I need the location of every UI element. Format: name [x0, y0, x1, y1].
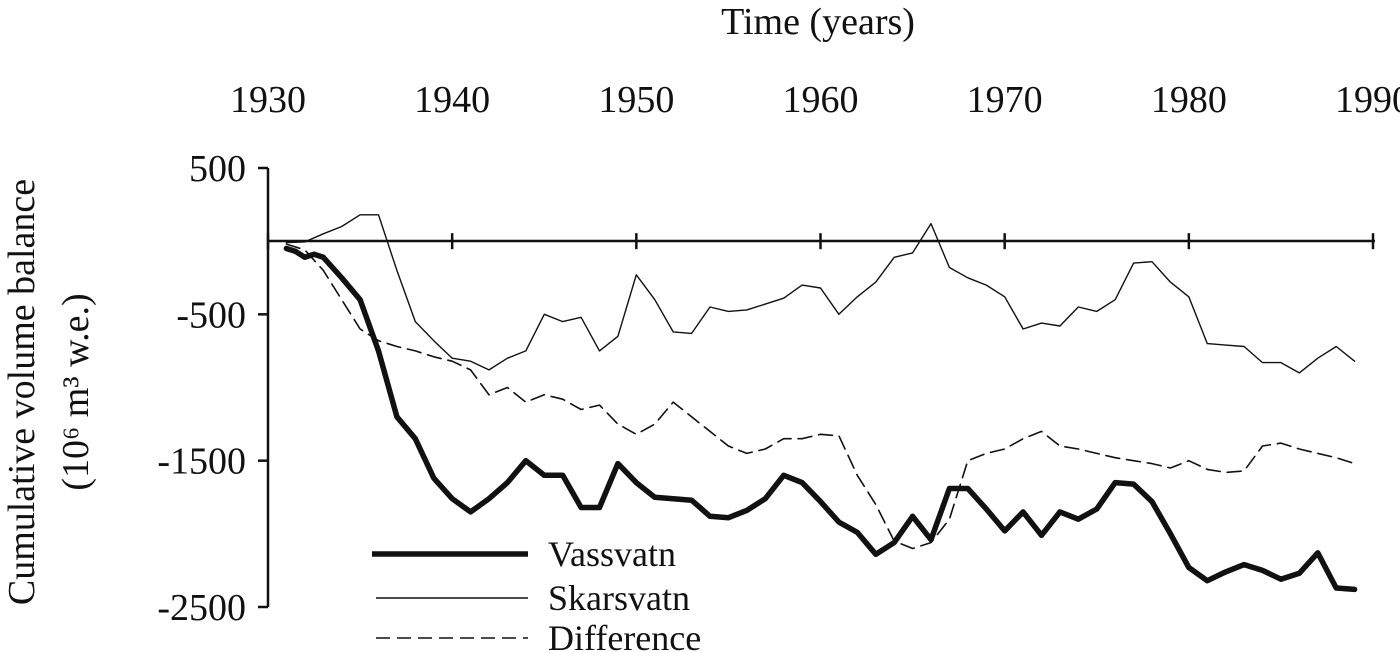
legend: Vassvatn Skarsvatn Difference: [372, 534, 701, 653]
x-tick-label-1980: 1980: [1151, 79, 1227, 121]
y-tick-label-500: 500: [189, 148, 246, 190]
y-tick-label--500: -500: [176, 294, 246, 336]
series-line-difference: [285, 243, 1356, 550]
x-axis-ticks: 1930 1940 1950 1960 1970 1980 1990: [230, 79, 1400, 250]
y-axis-title-main: Cumulative volume balance: [1, 179, 43, 605]
series-lines: [283, 214, 1358, 593]
y-axis-title: Cumulative volume balance (10⁶ m³ w.e.): [1, 179, 97, 605]
y-tick-label--2500: -2500: [157, 587, 246, 629]
legend-label-difference: Difference: [548, 618, 701, 653]
y-axis-ticks: 500 -500 -1500 -2500: [157, 148, 268, 629]
x-tick-label-1950: 1950: [598, 79, 674, 121]
x-tick-label-1940: 1940: [414, 79, 490, 121]
x-tick-label-1990: 1990: [1335, 79, 1400, 121]
legend-label-vassvatn: Vassvatn: [548, 534, 676, 574]
series-line-skarsvatn: [285, 214, 1356, 374]
x-axis-title: Time (years): [721, 1, 915, 43]
series-line-vassvatn: [283, 245, 1358, 593]
y-tick-label--1500: -1500: [157, 441, 246, 483]
y-axis-title-units: (10⁶ m³ w.e.): [55, 293, 97, 490]
legend-label-skarsvatn: Skarsvatn: [548, 578, 690, 618]
x-tick-label-1960: 1960: [783, 79, 859, 121]
x-tick-label-1930: 1930: [230, 79, 306, 121]
x-tick-label-1970: 1970: [967, 79, 1043, 121]
